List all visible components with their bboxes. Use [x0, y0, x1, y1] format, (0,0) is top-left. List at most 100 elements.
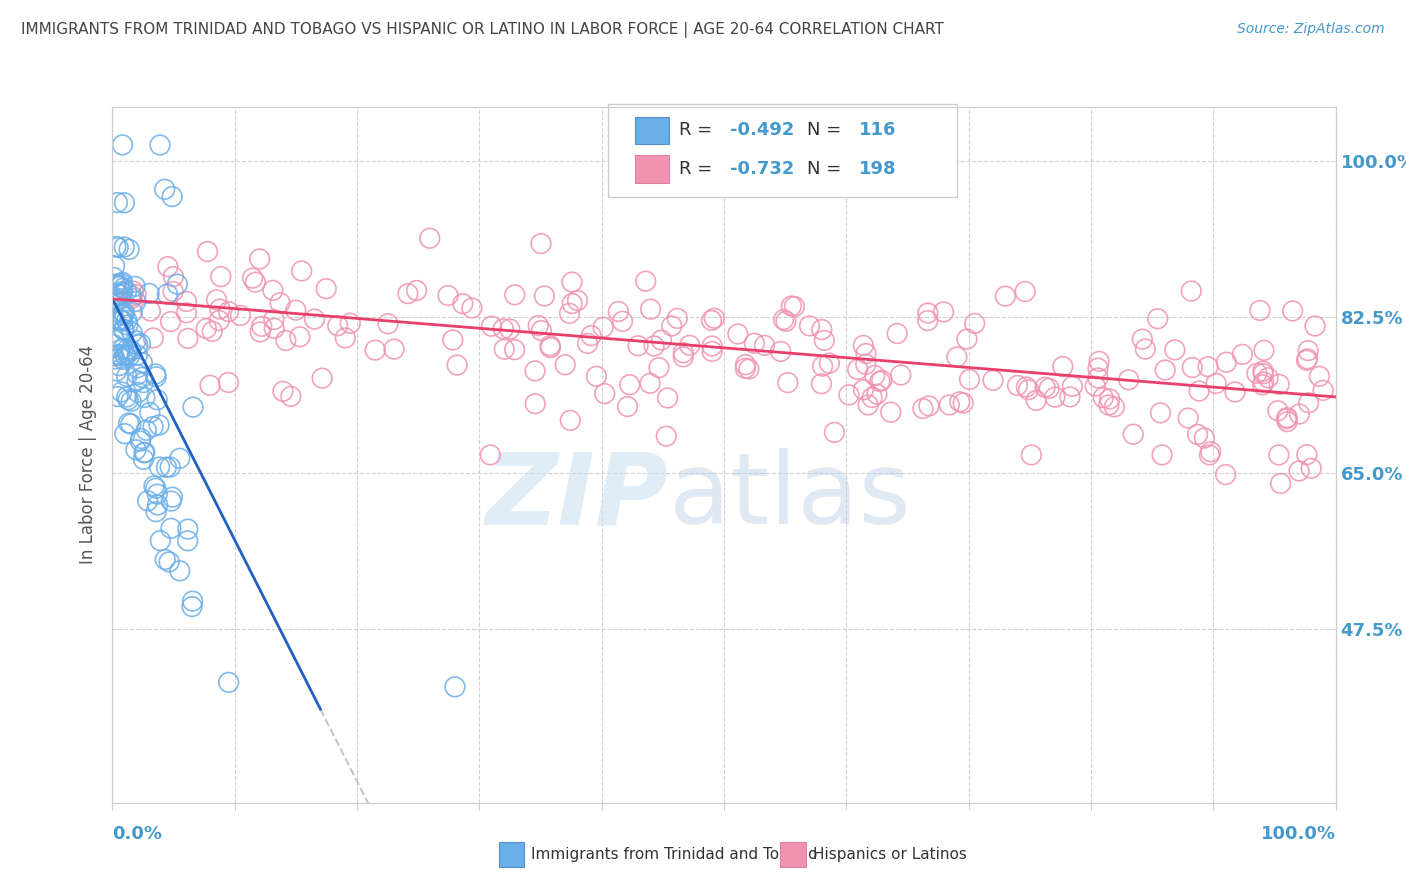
Point — [146, 498, 169, 512]
Point — [1098, 392, 1121, 406]
Point — [249, 252, 271, 266]
Point — [1084, 379, 1107, 393]
Y-axis label: In Labor Force | Age 20-64: In Labor Force | Age 20-64 — [79, 345, 97, 565]
Point — [121, 292, 143, 306]
Point — [567, 293, 589, 308]
Point — [648, 360, 671, 375]
Point — [160, 494, 183, 508]
Point — [1288, 464, 1310, 478]
Point — [311, 371, 333, 385]
Point — [148, 417, 170, 432]
Point — [145, 505, 167, 519]
Point — [242, 271, 264, 285]
Point — [949, 394, 972, 409]
Point — [146, 392, 169, 407]
Point — [917, 306, 939, 320]
Point — [134, 445, 156, 459]
Point — [160, 521, 183, 535]
Point — [1308, 369, 1330, 384]
Point — [734, 361, 756, 376]
Point — [1146, 311, 1168, 326]
Point — [561, 296, 583, 310]
Point — [103, 349, 125, 363]
Point — [1038, 381, 1060, 395]
Point — [181, 400, 204, 414]
Text: ZIP: ZIP — [486, 448, 669, 545]
Point — [125, 294, 148, 309]
Point — [195, 321, 218, 335]
Point — [700, 344, 723, 359]
Point — [121, 326, 143, 340]
Point — [129, 336, 152, 351]
Point — [108, 359, 131, 373]
Point — [127, 360, 149, 375]
Point — [911, 401, 934, 416]
Point — [1197, 359, 1219, 374]
Point — [131, 370, 153, 384]
Point — [1257, 371, 1279, 385]
Point — [560, 413, 582, 427]
Point — [125, 442, 148, 457]
Point — [177, 533, 200, 548]
Point — [1181, 360, 1204, 375]
Point — [159, 314, 181, 328]
Point — [118, 243, 141, 257]
Point — [863, 368, 886, 383]
Point — [1014, 285, 1036, 299]
Point — [112, 195, 135, 210]
Point — [1033, 380, 1056, 394]
Point — [1021, 448, 1043, 462]
Point — [1025, 393, 1047, 408]
Point — [1253, 375, 1275, 389]
Point — [269, 295, 291, 310]
Point — [405, 284, 427, 298]
Point — [1270, 476, 1292, 491]
Point — [823, 425, 845, 440]
Point — [775, 314, 797, 328]
Point — [959, 372, 981, 386]
Point — [112, 323, 135, 337]
Point — [702, 339, 724, 353]
Text: Immigrants from Trinidad and Tobago: Immigrants from Trinidad and Tobago — [531, 847, 818, 862]
Point — [446, 358, 468, 372]
Point — [527, 318, 550, 333]
Point — [125, 334, 148, 348]
Point — [772, 312, 794, 326]
Point — [1017, 383, 1039, 397]
Text: Hispanics or Latinos: Hispanics or Latinos — [813, 847, 966, 862]
Point — [176, 294, 198, 309]
Point — [107, 287, 129, 301]
Point — [103, 337, 125, 351]
Point — [103, 334, 125, 348]
Text: 116: 116 — [859, 121, 896, 139]
Point — [177, 522, 200, 536]
Point — [127, 368, 149, 382]
Point — [209, 269, 232, 284]
Point — [492, 322, 515, 336]
Point — [142, 419, 165, 434]
Point — [104, 293, 127, 307]
Point — [103, 311, 125, 326]
Point — [271, 384, 294, 399]
Point — [679, 338, 702, 352]
Point — [1251, 364, 1274, 378]
Bar — [634, 155, 669, 183]
Point — [561, 275, 583, 289]
Point — [274, 334, 297, 348]
Point — [1164, 343, 1187, 357]
Point — [208, 313, 231, 327]
Point — [1062, 379, 1084, 393]
Point — [107, 390, 129, 404]
Point — [994, 289, 1017, 303]
Point — [166, 277, 188, 292]
Point — [880, 405, 903, 419]
Point — [111, 275, 134, 289]
Point — [129, 432, 152, 446]
Point — [249, 325, 271, 339]
Point — [952, 396, 974, 410]
Point — [870, 373, 893, 387]
Point — [1088, 354, 1111, 368]
Point — [616, 400, 638, 414]
Point — [503, 343, 526, 357]
Point — [110, 277, 132, 291]
